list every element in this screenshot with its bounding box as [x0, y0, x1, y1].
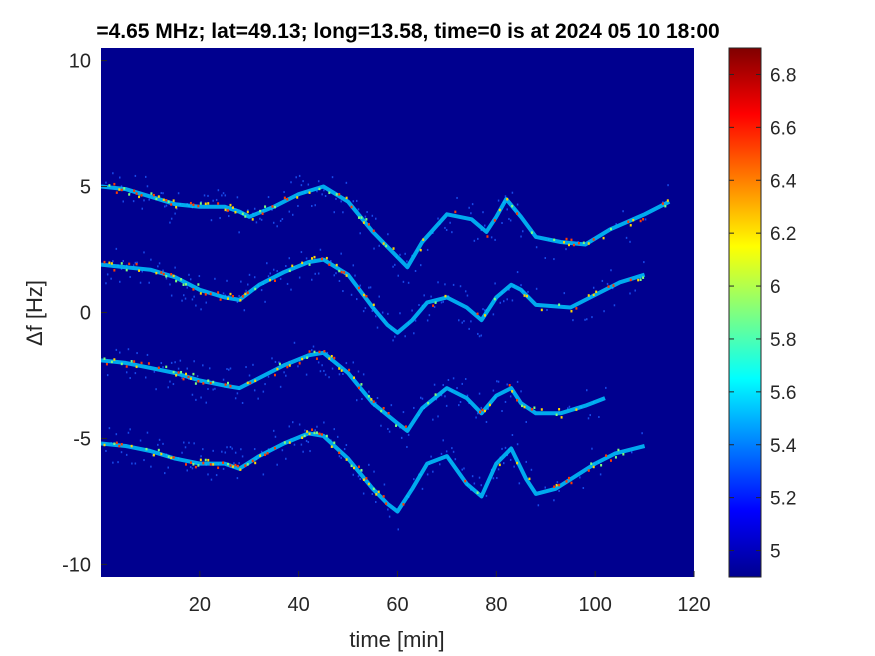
- colorbar-tick-label: 5.2: [770, 489, 796, 510]
- y-tick-label: -10: [62, 554, 91, 576]
- x-tick-label: 100: [578, 594, 611, 616]
- trace-band: [101, 421, 646, 531]
- x-tick-label: 80: [485, 594, 507, 616]
- colorbar-tick-label: 6.8: [770, 65, 796, 86]
- y-tick-label: -5: [73, 428, 91, 450]
- colorbar-tick-label: 5.4: [770, 436, 797, 457]
- colorbar-tick-label: 6.4: [770, 171, 797, 192]
- colorbar-tick-label: 5: [770, 542, 781, 563]
- y-axis-label: Δf [Hz]: [22, 280, 47, 346]
- colorbar: [728, 47, 762, 578]
- x-tick-label: 40: [288, 594, 310, 616]
- y-tick-label: 10: [69, 51, 91, 73]
- trace-band: [101, 247, 646, 342]
- plot-area: [101, 48, 694, 577]
- colorbar-tick-label: 6: [770, 277, 781, 298]
- y-tick-label: 5: [80, 177, 91, 199]
- colorbar-tick-label: 6.2: [770, 224, 796, 245]
- colorbar-tick-label: 5.6: [770, 383, 796, 404]
- trace-band: [101, 341, 607, 448]
- x-tick-label: 20: [189, 594, 211, 616]
- spectral-traces: [101, 172, 671, 531]
- colorbar-tick-label: 6.6: [770, 118, 796, 139]
- x-axis-label: time [min]: [349, 627, 444, 652]
- y-tick-label: 0: [80, 303, 91, 325]
- x-tick-label: 60: [386, 594, 408, 616]
- colorbar-tick-label: 5.8: [770, 330, 796, 351]
- trace-band: [101, 172, 671, 284]
- x-tick-label: 120: [677, 594, 710, 616]
- y-axis-ticks: 10 5 0 -5 -10: [62, 51, 107, 576]
- chart-title: =4.65 MHz; lat=49.13; long=13.58, time=0…: [96, 20, 719, 43]
- colorbar-ticks: 6.8 6.6 6.4 6.2 6 5.8 5.6 5.4 5.2 5: [729, 65, 797, 563]
- x-axis-ticks: 20 40 60 80 100 120: [189, 571, 711, 616]
